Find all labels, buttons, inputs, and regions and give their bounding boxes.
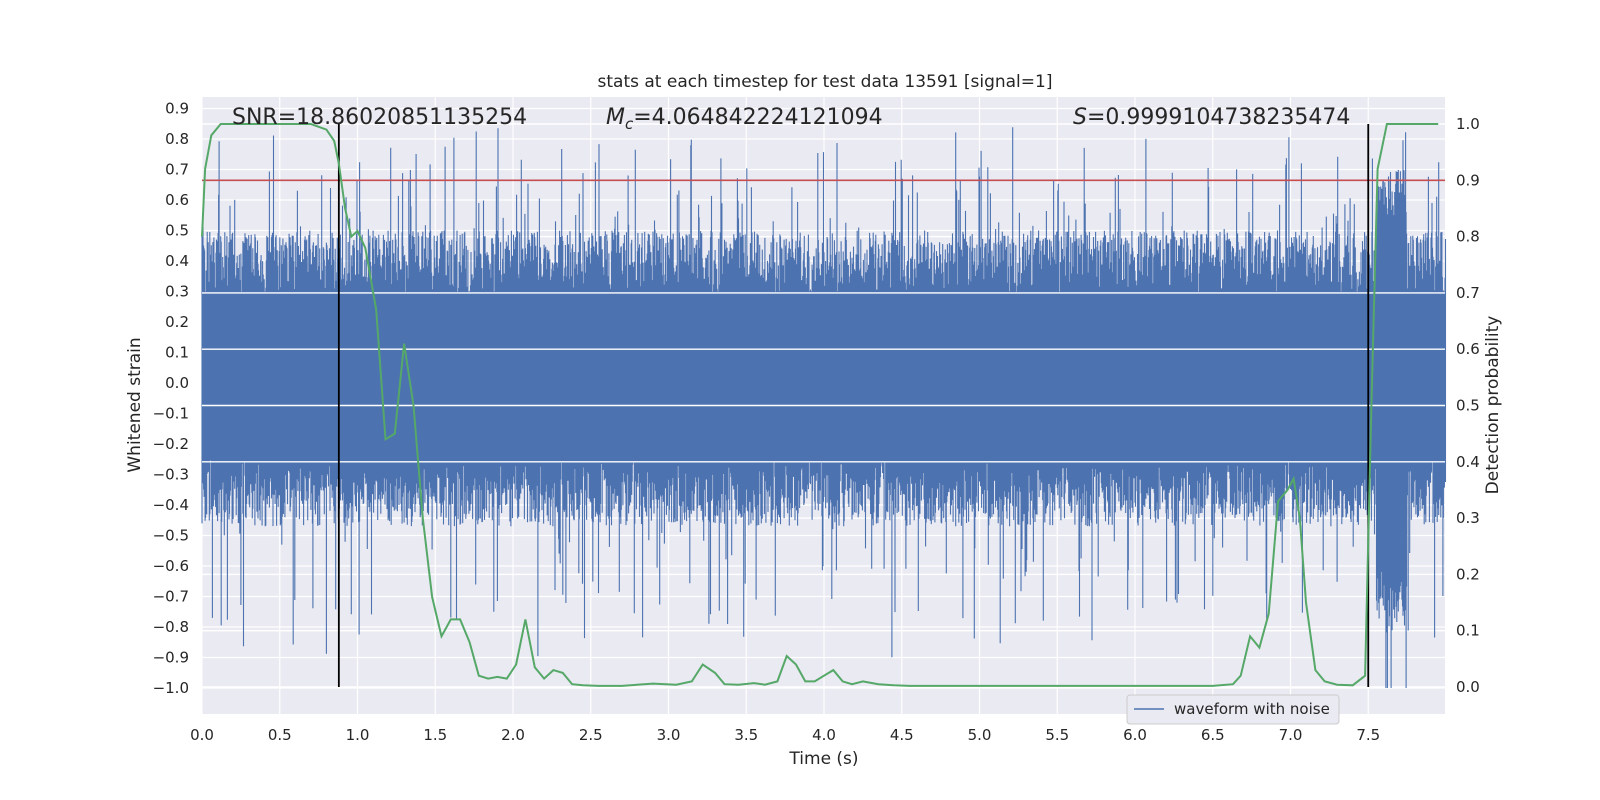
y2-tick-label: 0.7 [1456, 284, 1480, 302]
y2-tick-label: 0.1 [1456, 622, 1480, 640]
y-tick-label: −0.1 [153, 405, 189, 423]
vertical-markers [337, 124, 1370, 687]
x-tick-label: 1.5 [423, 726, 447, 744]
y2-tick-label: 0.6 [1456, 340, 1480, 358]
score-annotation: S=0.9999104738235474 [1073, 105, 1350, 130]
x-tick-label: 0.5 [268, 726, 292, 744]
y-tick-label: 0.2 [165, 313, 189, 331]
y2-tick-label: 0.8 [1456, 228, 1480, 246]
x-tick-labels: 0.0 0.5 1.0 1.5 2.0 2.5 3.0 3.5 4.0 4.5 5.0 5.5 6.0 6… [190, 726, 1380, 744]
x-tick-label: 4.5 [890, 726, 914, 744]
y2-tick-label: 0.9 [1456, 171, 1480, 189]
x-tick-label: 3.5 [734, 726, 758, 744]
y2-tick-label: 0.5 [1456, 397, 1480, 415]
x-tick-label: 1.0 [346, 726, 370, 744]
y2-tick-label: 0.4 [1456, 453, 1480, 471]
y-tick-label: −0.6 [153, 557, 189, 575]
x-tick-label: 0.0 [190, 726, 214, 744]
legend-box [1126, 694, 1340, 725]
waveform-trace [201, 127, 1447, 688]
legend-label: waveform with noise [1174, 700, 1330, 718]
waveform-series [201, 127, 1447, 688]
x-tick-label: 5.0 [968, 726, 992, 744]
y2-axis-label: Detection probability [1483, 316, 1503, 495]
x-tick-label: 4.0 [812, 726, 836, 744]
detection-probability-line [201, 123, 1439, 687]
y-tick-label: −0.8 [153, 618, 189, 636]
y-axis-label: Whitened strain [125, 337, 145, 472]
x-tick-label: 7.0 [1279, 726, 1303, 744]
legend: waveform with noise [1126, 694, 1340, 725]
y-tick-labels: 0.9 0.8 0.7 0.6 0.5 0.4 0.3 0.2 0.1 0.0 −0.1 −0.2 −0… [153, 100, 189, 698]
x-tick-label: 2.0 [501, 726, 525, 744]
x-tick-label: 6.5 [1201, 726, 1225, 744]
y-tick-label: 0.6 [165, 191, 189, 209]
y2-tick-labels: 1.0 0.9 0.8 0.7 0.6 0.5 0.4 0.3 0.2 0.1 0.0 [1456, 115, 1480, 696]
y2-tick-label: 0.2 [1456, 565, 1480, 583]
y-tick-label: −0.9 [153, 649, 189, 667]
y-tick-label: 0.5 [165, 222, 189, 240]
y-tick-label: −1.0 [153, 679, 189, 697]
snr-annotation: SNR=18.86020851135254 [232, 105, 527, 130]
x-axis-label: Time (s) [788, 749, 858, 769]
y-tick-label: 0.4 [165, 252, 189, 270]
x-tick-label: 3.0 [657, 726, 681, 744]
chirp-mass-annotation: Mc=4.064842224121094 [606, 105, 883, 133]
y-tick-label: 0.7 [165, 161, 189, 179]
y-tick-label: −0.5 [153, 527, 189, 545]
y2-tick-label: 0.3 [1456, 509, 1480, 527]
y-tick-label: −0.3 [153, 466, 189, 484]
y-tick-label: −0.4 [153, 496, 189, 514]
chart-title: stats at each timestep for test data 135… [598, 72, 1053, 92]
x-tick-label: 6.0 [1123, 726, 1147, 744]
y-tick-label: 0.0 [165, 374, 189, 392]
x-tick-label: 2.5 [579, 726, 603, 744]
y-tick-label: 0.3 [165, 283, 189, 301]
y-tick-label: −0.2 [153, 435, 189, 453]
x-tick-label: 5.5 [1045, 726, 1069, 744]
y2-tick-label: 0.0 [1456, 678, 1480, 696]
y-tick-label: 0.9 [165, 100, 189, 118]
y2-tick-label: 1.0 [1456, 115, 1480, 133]
x-tick-label: 7.5 [1356, 726, 1380, 744]
y-tick-label: 0.8 [165, 130, 189, 148]
y-tick-label: −0.7 [153, 588, 189, 606]
y-tick-label: 0.1 [165, 344, 189, 362]
